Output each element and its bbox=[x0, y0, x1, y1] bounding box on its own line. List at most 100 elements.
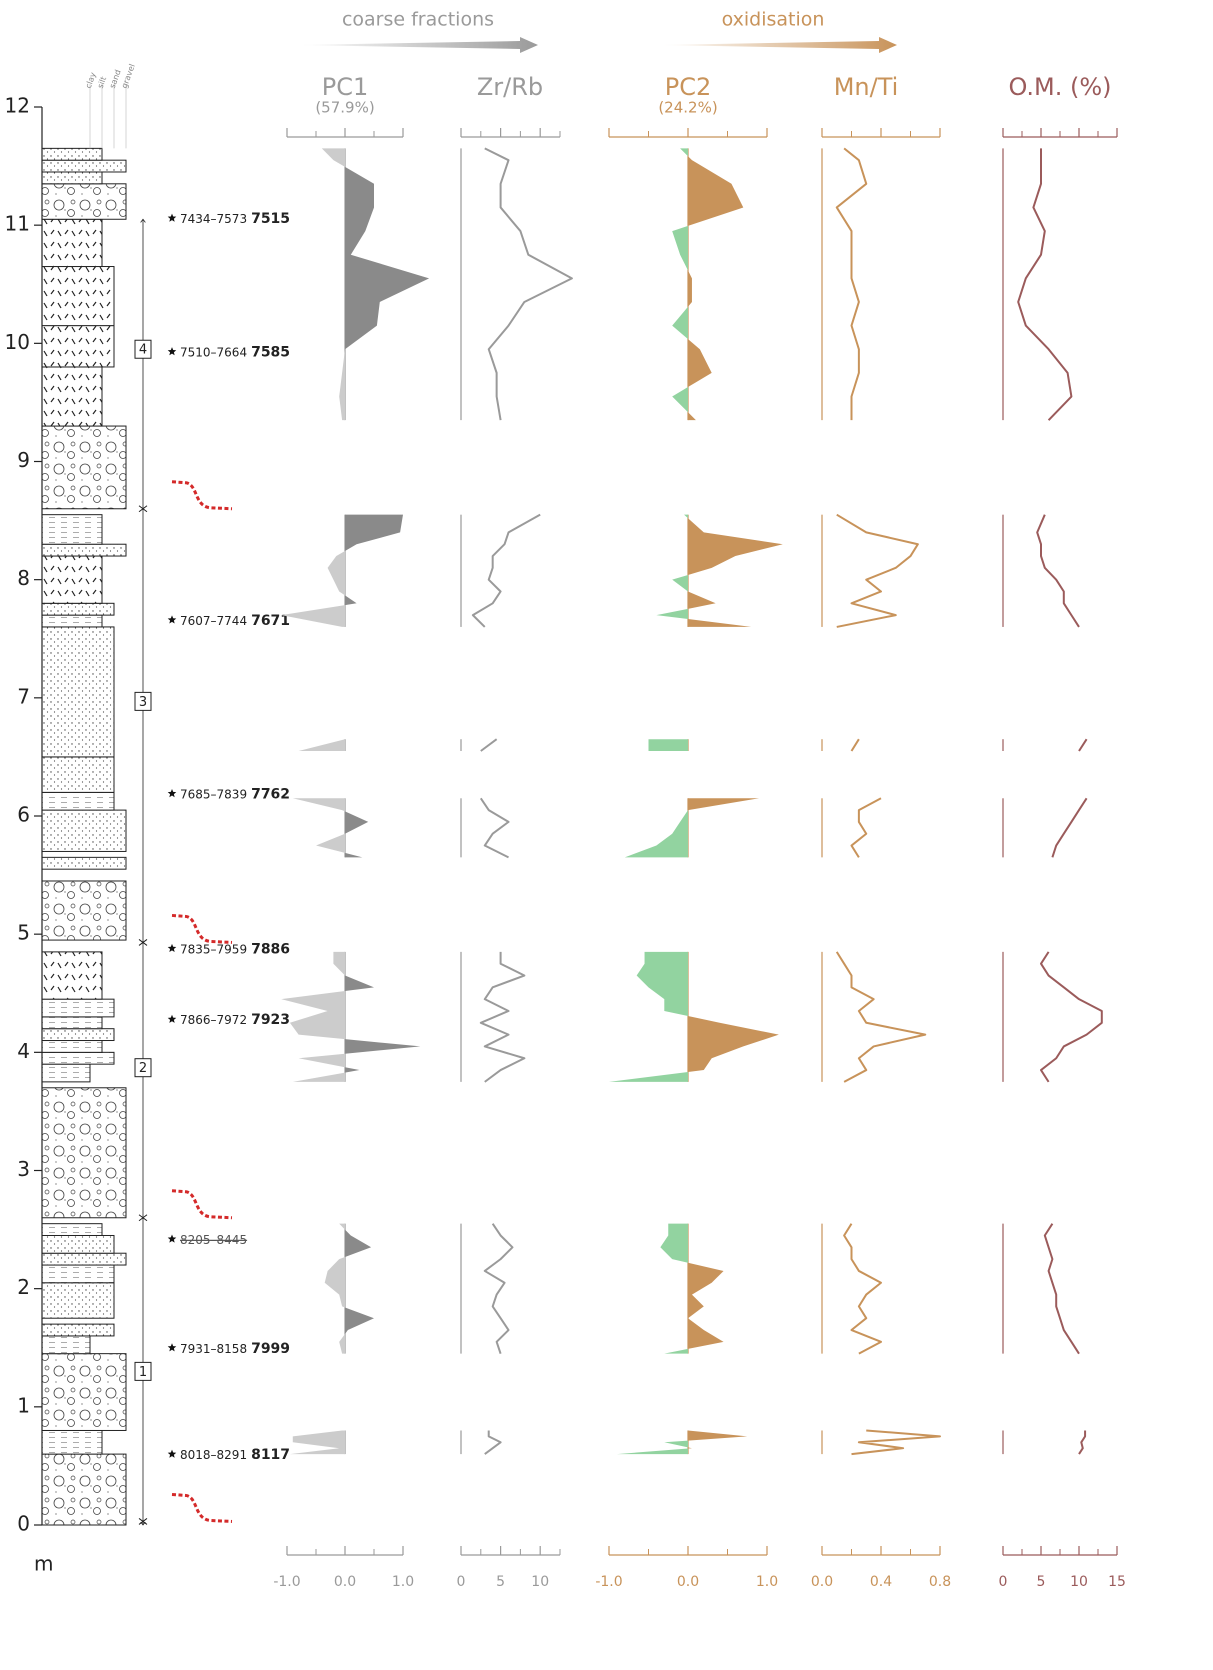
panel-title: Zr/Rb bbox=[477, 73, 543, 101]
y-tick-label: 8 bbox=[17, 566, 30, 590]
date-median: 7923 bbox=[251, 1012, 290, 1028]
date-label: 7510–7664 7585 bbox=[180, 345, 290, 361]
x-tick-label: 0.4 bbox=[870, 1574, 892, 1590]
x-tick-label: 0 bbox=[999, 1574, 1008, 1590]
lithology-bed bbox=[41, 602, 115, 616]
date-star bbox=[167, 347, 177, 356]
unit-box bbox=[134, 691, 152, 711]
date-star bbox=[167, 1449, 177, 1458]
y-tick-label: 3 bbox=[17, 1157, 30, 1181]
positive-area bbox=[688, 148, 783, 1455]
date-median: 7886 bbox=[251, 941, 290, 957]
date-label: 7931–8158 7999 bbox=[180, 1341, 290, 1357]
unit-label: 1 bbox=[139, 1365, 147, 1380]
lithology-bed bbox=[41, 171, 103, 185]
panel-title: PC2 bbox=[665, 73, 712, 101]
date-star bbox=[167, 1014, 177, 1023]
date-star bbox=[167, 1234, 177, 1243]
x-tick-label: 1.0 bbox=[392, 1574, 414, 1590]
lithology-bed bbox=[41, 856, 127, 870]
lithology-bed bbox=[41, 555, 103, 604]
date-median: 7999 bbox=[251, 1341, 290, 1357]
x-tick-label: 0.8 bbox=[929, 1574, 951, 1590]
date-median: 7515 bbox=[251, 211, 290, 227]
x-tick-label: 15 bbox=[1108, 1574, 1126, 1590]
lithology-bed bbox=[41, 1234, 115, 1254]
x-tick-label: 1.0 bbox=[756, 1574, 778, 1590]
lithology-bed bbox=[41, 1353, 127, 1431]
lithology-bed bbox=[41, 543, 127, 557]
x-tick-label: -1.0 bbox=[595, 1574, 622, 1590]
y-tick-label: 10 bbox=[5, 330, 30, 354]
hiatus-tick bbox=[138, 505, 148, 513]
date-star bbox=[167, 615, 177, 624]
lithology-bed bbox=[41, 1040, 103, 1053]
hiatus-curve bbox=[171, 1189, 233, 1220]
date-range: 7931–8158 bbox=[180, 1341, 247, 1355]
date-range: 7866–7972 bbox=[180, 1013, 247, 1027]
profile-line bbox=[835, 147, 941, 1456]
lithology-class-label: gravel bbox=[120, 63, 137, 90]
date-range: 7835–7959 bbox=[180, 942, 247, 956]
lithology-bed bbox=[41, 1252, 127, 1266]
lithology-bed bbox=[41, 1282, 115, 1319]
x-tick-label: 0.0 bbox=[677, 1574, 699, 1590]
lithology-bed bbox=[41, 614, 103, 628]
y-tick-label: 0 bbox=[17, 1512, 30, 1536]
unit-label: 2 bbox=[139, 1061, 147, 1076]
lithology-bed bbox=[41, 1323, 115, 1337]
lithology-bed bbox=[41, 791, 115, 811]
y-tick-label: 5 bbox=[17, 921, 30, 945]
date-median: 8117 bbox=[251, 1447, 290, 1463]
date-label: 7607–7744 7671 bbox=[180, 613, 290, 629]
lithology-bed bbox=[41, 809, 127, 852]
panel-title: O.M. (%) bbox=[1008, 73, 1111, 101]
lithology-bed bbox=[41, 425, 127, 510]
lithology-bed bbox=[41, 756, 115, 793]
date-label: 7434–7573 7515 bbox=[180, 211, 290, 227]
group-label: oxidisation bbox=[722, 9, 825, 31]
lithology-bed bbox=[41, 1453, 127, 1526]
panel-subtitle: (57.9%) bbox=[315, 99, 374, 117]
lithology-bed bbox=[41, 998, 115, 1018]
date-star bbox=[167, 213, 177, 222]
y-tick-label: 2 bbox=[17, 1275, 30, 1299]
x-tick-label: 0.0 bbox=[811, 1574, 833, 1590]
lithology-bed bbox=[41, 1223, 103, 1236]
profile-line bbox=[471, 147, 573, 1455]
lithology-bed bbox=[41, 147, 103, 161]
lithology-bed bbox=[41, 1051, 115, 1065]
unit-label: 4 bbox=[139, 343, 147, 358]
lithology-bed bbox=[41, 183, 127, 220]
lithology-bed bbox=[41, 1264, 115, 1284]
lithology-bed bbox=[41, 366, 103, 427]
date-label: 8018–8291 8117 bbox=[180, 1447, 290, 1463]
hiatus-tick bbox=[138, 939, 148, 946]
y-tick-label: 1 bbox=[17, 1393, 30, 1417]
hiatus-curve bbox=[171, 480, 233, 511]
lithology-bed bbox=[41, 1028, 115, 1042]
y-axis-label: m bbox=[34, 1552, 53, 1576]
lithology-bed bbox=[41, 1016, 103, 1030]
date-label: 7866–7972 7923 bbox=[180, 1012, 290, 1028]
date-label: 8205–8445 bbox=[180, 1233, 247, 1247]
x-tick-label: 10 bbox=[531, 1574, 549, 1590]
date-range: 8018–8291 bbox=[180, 1448, 247, 1462]
lithology-bed bbox=[41, 514, 103, 545]
lithology-bed bbox=[41, 626, 115, 758]
lithology-bed bbox=[41, 951, 103, 1000]
hiatus-tick bbox=[138, 1518, 148, 1525]
date-median: 7585 bbox=[251, 345, 290, 361]
lithology-bed bbox=[41, 1429, 103, 1455]
date-star bbox=[167, 1343, 177, 1352]
profile-line bbox=[1017, 148, 1103, 1455]
unit-label: 3 bbox=[139, 695, 147, 710]
x-tick-label: -1.0 bbox=[273, 1574, 300, 1590]
panel-subtitle: (24.2%) bbox=[658, 99, 717, 117]
lithology-bed bbox=[41, 218, 103, 268]
date-range: 7685–7839 bbox=[180, 787, 247, 801]
lithology-class-label: silt bbox=[96, 75, 108, 89]
x-tick-label: 0.0 bbox=[334, 1574, 356, 1590]
x-tick-label: 10 bbox=[1070, 1574, 1088, 1590]
